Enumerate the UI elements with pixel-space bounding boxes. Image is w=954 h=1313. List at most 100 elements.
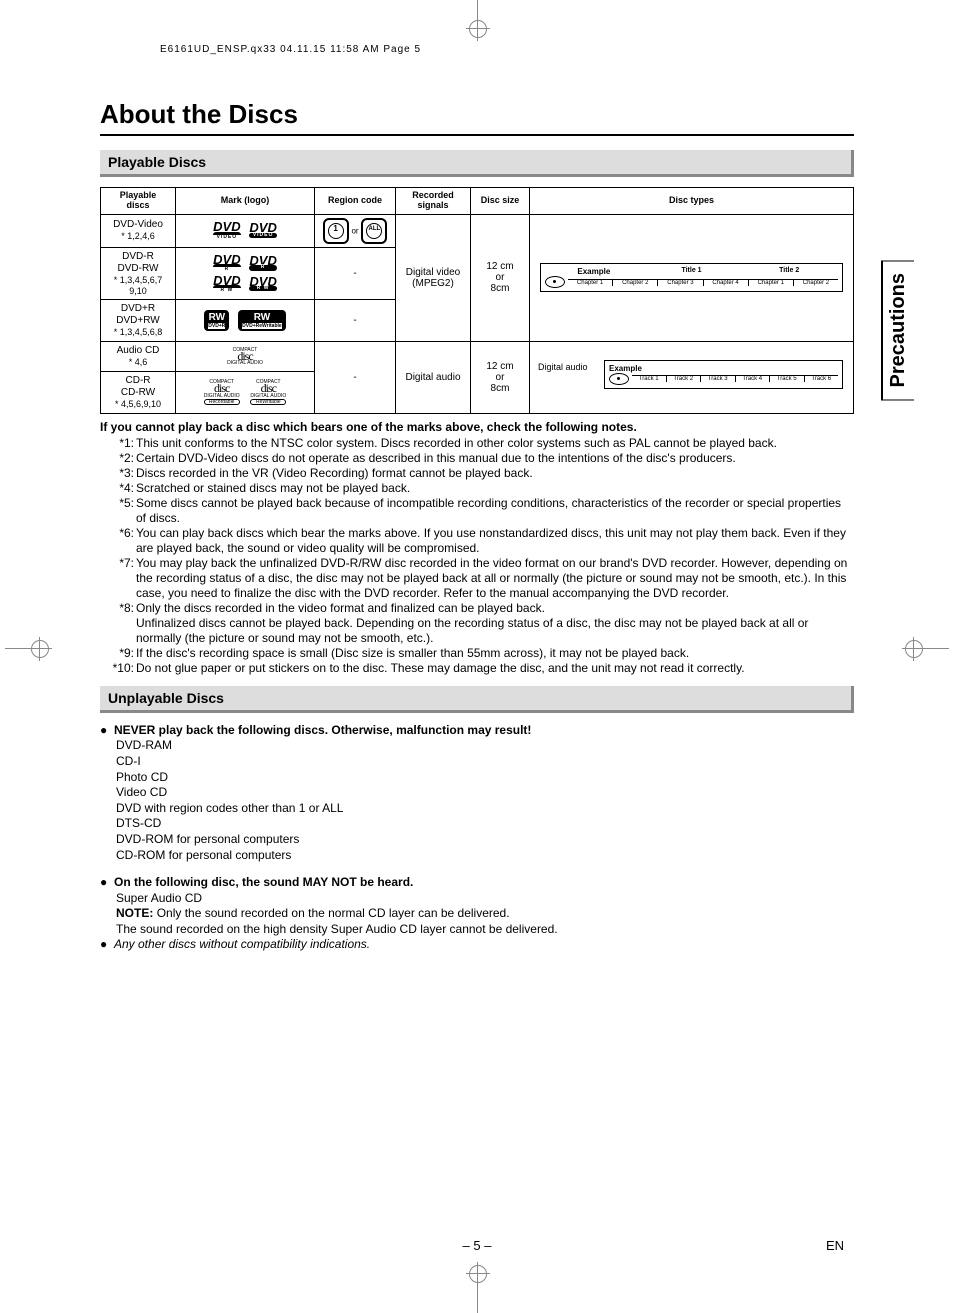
- disc-icon: [609, 373, 629, 385]
- cd-recordable-logo: COMPACT disc DIGITAL AUDIO Recordable: [204, 380, 240, 405]
- note-row: *3:Discs recorded in the VR (Video Recor…: [100, 466, 854, 481]
- disc-footnote: * 4,6: [105, 357, 171, 368]
- cell-size-2: 12 cm or 8cm: [471, 342, 530, 414]
- note-text: Do not glue paper or put stickers on to …: [136, 661, 854, 676]
- note-number: *6:: [100, 526, 136, 556]
- note-number: *4:: [100, 481, 136, 496]
- cell-signals-video: Digital video (MPEG2): [396, 214, 471, 341]
- note-number: *10:: [100, 661, 136, 676]
- th-region: Region code: [315, 188, 396, 215]
- video-structure-diagram: ExampleTitle 1Title 2 Chapter 1 Chapter …: [540, 263, 843, 292]
- unplayable-item: DVD-ROM for personal computers: [116, 832, 854, 848]
- disc-name: DVD-Video: [105, 219, 171, 231]
- cell-cdr-logo: COMPACT disc DIGITAL AUDIO Recordable CO…: [176, 371, 315, 413]
- unplayable-block-2: ●On the following disc, the sound MAY NO…: [100, 875, 854, 953]
- disc-name: Audio CD: [105, 345, 171, 357]
- note-text: You may play back the unfinalized DVD-R/…: [136, 556, 854, 601]
- page-title: About the Discs: [100, 99, 854, 136]
- cell-region-dvd-video: 1 or ALL: [315, 214, 396, 247]
- notes-lead: If you cannot play back a disc which bea…: [100, 420, 854, 434]
- note-number: *5:: [100, 496, 136, 526]
- digital-audio-label: Digital audio: [538, 362, 588, 372]
- region-globe-all-icon: ALL: [361, 218, 387, 244]
- unplayable-item-sacd: Super Audio CD: [100, 891, 854, 907]
- note-row: *9:If the disc's recording space is smal…: [100, 646, 854, 661]
- crop-mark-top-circle: [469, 20, 487, 38]
- cell-dvdpr: DVD+R DVD+RW * 1,3,4,5,6,8: [101, 300, 176, 342]
- cell-audiocd-logo: COMPACT disc DIGITAL AUDIO: [176, 342, 315, 372]
- disc-icon: [545, 276, 565, 288]
- page-number: – 5 –: [463, 1238, 492, 1253]
- region-or: or: [351, 226, 358, 235]
- unplayable-last: Any other discs without compatibility in…: [114, 937, 370, 953]
- dvd-rw-logo: DVDR W: [213, 276, 240, 293]
- disc-footnote: * 1,3,4,5,6,7 9,10: [105, 275, 171, 297]
- note-text: Scratched or stained discs may not be pl…: [136, 481, 854, 496]
- th-types: Disc types: [530, 188, 854, 215]
- cell-dvdpr-logo: RWDVD+R RWDVD+ReWritable: [176, 300, 315, 342]
- rw-plus-r-logo: RWDVD+R: [204, 310, 229, 331]
- lang-indicator: EN: [826, 1238, 844, 1253]
- rw-plus-rw-logo: RWDVD+ReWritable: [238, 310, 286, 331]
- note-number: *7:: [100, 556, 136, 601]
- unplayable-item: CD-I: [116, 754, 854, 770]
- cell-signals-audio: Digital audio: [396, 342, 471, 414]
- unplayable-block-1: ●NEVER play back the following discs. Ot…: [100, 723, 854, 863]
- note-row: *8:Only the discs recorded in the video …: [100, 601, 854, 646]
- dvd-logo: DVDVIDEO: [213, 222, 240, 239]
- cd-rewritable-logo: COMPACT disc DIGITAL AUDIO ReWritable: [250, 380, 286, 405]
- unplayable-item: Video CD: [116, 785, 854, 801]
- compact-disc-logo: COMPACT disc DIGITAL AUDIO: [227, 348, 263, 366]
- unplayable-item: Photo CD: [116, 770, 854, 786]
- cell-dvdr: DVD-R DVD-RW * 1,3,4,5,6,7 9,10: [101, 247, 176, 300]
- unplayable-lead-1: NEVER play back the following discs. Oth…: [114, 723, 531, 739]
- disc-name: DVD+R DVD+RW: [105, 303, 171, 327]
- note-row: *10:Do not glue paper or put stickers on…: [100, 661, 854, 676]
- note-text: You can play back discs which bear the m…: [136, 526, 854, 556]
- disc-footnote: * 1,3,4,5,6,8: [105, 327, 171, 338]
- cell-cdr: CD-R CD-RW * 4,5,6,9,10: [101, 371, 176, 413]
- th-mark: Mark (logo): [176, 188, 315, 215]
- crop-mark-bottom-line: [477, 1283, 478, 1313]
- cell-size-1: 12 cm or 8cm: [471, 214, 530, 341]
- note-text: This unit conforms to the NTSC color sys…: [136, 436, 854, 451]
- cell-audiocd: Audio CD * 4,6: [101, 342, 176, 372]
- cell-region-dvdr: -: [315, 247, 396, 300]
- crop-header: E6161UD_ENSP.qx33 04.11.15 11:58 AM Page…: [100, 40, 854, 59]
- cell-region-dvdpr: -: [315, 300, 396, 342]
- cell-region-cd: -: [315, 342, 396, 414]
- note-row: *6:You can play back discs which bear th…: [100, 526, 854, 556]
- note-number: *9:: [100, 646, 136, 661]
- note-number: *3:: [100, 466, 136, 481]
- unplayable-note: NOTE: Only the sound recorded on the nor…: [100, 906, 854, 937]
- region-globe-1-icon: 1: [323, 218, 349, 244]
- cell-types-audio: Digital audio Example Track 1 Track 2 Tr…: [530, 342, 854, 414]
- dvd-video-logo: DVDVIDEO: [249, 223, 276, 238]
- footer: – 5 – EN: [0, 1238, 954, 1253]
- disc-footnote: * 1,2,4,6: [105, 231, 171, 242]
- note-text: Only the discs recorded in the video for…: [136, 601, 854, 646]
- unplayable-item: DVD with region codes other than 1 or AL…: [116, 801, 854, 817]
- side-tab-precautions: Precautions: [881, 260, 914, 400]
- cell-dvdr-logo: DVDR DVDR DVDR W DVDR W: [176, 247, 315, 300]
- note-row: *2:Certain DVD-Video discs do not operat…: [100, 451, 854, 466]
- note-text: If the disc's recording space is small (…: [136, 646, 854, 661]
- section-playable-discs: Playable Discs: [100, 150, 854, 177]
- th-signals: Recorded signals: [396, 188, 471, 215]
- note-text: Some discs cannot be played back because…: [136, 496, 854, 526]
- note-text: Discs recorded in the VR (Video Recordin…: [136, 466, 854, 481]
- audio-structure-diagram: Example Track 1 Track 2 Track 3 Track 4 …: [604, 360, 843, 389]
- note-row: *4:Scratched or stained discs may not be…: [100, 481, 854, 496]
- note-number: *2:: [100, 451, 136, 466]
- disc-name: DVD-R DVD-RW: [105, 251, 171, 275]
- note-row: *1:This unit conforms to the NTSC color …: [100, 436, 854, 451]
- unplayable-item: CD-ROM for personal computers: [116, 848, 854, 864]
- dvd-r-pill-logo: DVDR: [249, 256, 276, 271]
- dvd-r-logo: DVDR: [213, 255, 240, 272]
- unplayable-lead-2: On the following disc, the sound MAY NOT…: [114, 875, 413, 891]
- unplayable-item: DVD-RAM: [116, 738, 854, 754]
- dvd-rw-pill-logo: DVDR W: [249, 277, 276, 292]
- crop-mark-bottom-circle: [469, 1265, 487, 1283]
- playable-discs-table: Playable discs Mark (logo) Region code R…: [100, 187, 854, 414]
- th-playable: Playable discs: [101, 188, 176, 215]
